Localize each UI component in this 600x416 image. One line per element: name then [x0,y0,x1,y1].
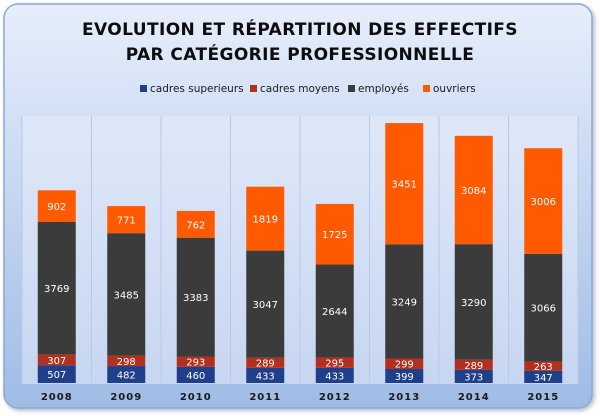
bar-cadres_moyens-2013 [385,358,424,369]
bar-employes-2012 [315,264,354,358]
bar-ouvriers-2015 [524,148,563,254]
data-label-employes-2013: 3249 [392,297,417,308]
bar-cadres_moyens-2008 [37,354,76,366]
legend-label-ouvriers: ouvriers [433,83,476,95]
bar-cadres_superieurs-2015 [524,370,563,383]
bar-cadres_moyens-2009 [107,355,146,367]
data-label-cadres_superieurs-2013: 399 [395,372,414,383]
x-tick-label-2012: 2012 [319,392,351,403]
data-label-employes-2009: 3485 [114,290,139,301]
bar-cadres_superieurs-2009 [107,366,146,383]
data-label-ouvriers-2013: 3451 [392,180,417,191]
x-tick-label-2010: 2010 [180,392,212,403]
data-label-cadres_superieurs-2012: 433 [325,371,344,382]
data-label-cadres_moyens-2009: 298 [117,357,136,368]
bar-cadres_moyens-2014 [454,359,493,370]
category-dividers [21,116,579,383]
x-tick-label-2008: 2008 [41,392,73,403]
legend-label-employes: employés [358,83,409,95]
data-label-ouvriers-2014: 3084 [461,186,486,197]
data-label-cadres_superieurs-2011: 433 [256,371,275,382]
data-label-ouvriers-2010: 762 [186,220,205,231]
chart-title-line2: PAR CATÉGORIE PROFESSIONNELLE [126,43,475,65]
bar-ouvriers-2013 [385,123,424,245]
data-label-cadres_moyens-2008: 307 [47,356,66,367]
bar-ouvriers-2009 [107,206,146,234]
data-label-cadres_moyens-2011: 289 [256,359,275,370]
data-label-cadres_moyens-2013: 299 [395,360,414,371]
bars-group: 5073073769902482298348577146029333837624… [37,123,563,384]
data-label-ouvriers-2011: 1819 [253,215,278,226]
x-tick-label-2015: 2015 [527,392,559,403]
bar-cadres_superieurs-2011 [246,367,285,383]
bar-cadres_moyens-2012 [315,357,354,368]
x-tick-label-2014: 2014 [458,392,490,403]
data-label-cadres_superieurs-2009: 482 [117,371,136,382]
legend-swatch-employes [348,85,355,92]
chart-title-line1: EVOLUTION ET RÉPARTITION DES EFFECTIFS [82,18,518,40]
data-label-employes-2011: 3047 [253,300,278,311]
data-label-cadres_superieurs-2008: 507 [47,370,66,381]
data-label-cadres_superieurs-2015: 347 [534,373,553,384]
data-label-ouvriers-2009: 771 [117,216,136,227]
data-label-ouvriers-2012: 1725 [322,230,347,241]
bar-employes-2013 [385,244,424,359]
bar-employes-2014 [454,244,493,360]
data-label-employes-2010: 3383 [183,293,208,304]
bar-ouvriers-2010 [176,210,215,238]
data-label-cadres_superieurs-2010: 460 [186,371,205,382]
data-label-employes-2008: 3769 [44,284,69,295]
data-label-employes-2012: 2644 [322,307,347,318]
bar-employes-2008 [37,221,76,355]
data-label-cadres_moyens-2014: 289 [464,361,483,372]
x-tick-label-2011: 2011 [249,392,281,403]
bar-ouvriers-2012 [315,203,354,265]
bar-ouvriers-2011 [246,186,285,251]
legend-label-cadres_moyens: cadres moyens [260,83,340,95]
bar-cadres_moyens-2011 [246,357,285,368]
bar-employes-2010 [176,237,215,357]
bar-cadres_superieurs-2013 [385,368,424,383]
data-label-ouvriers-2008: 902 [47,202,66,213]
legend-swatch-ouvriers [423,85,430,92]
legend: cadres superieurs cadres moyens employés ou… [140,83,476,95]
bar-employes-2015 [524,253,563,362]
bar-cadres_superieurs-2012 [315,367,354,383]
x-axis-ticks: 2008 2009 2010 2011 2012 2013 2014 2015 [41,392,559,403]
bar-cadres_moyens-2010 [176,356,215,367]
x-tick-label-2009: 2009 [110,392,142,403]
x-tick-label-2013: 2013 [388,392,420,403]
data-label-employes-2015: 3066 [531,304,556,315]
bar-ouvriers-2014 [454,135,493,245]
bar-cadres_superieurs-2014 [454,369,493,383]
data-label-cadres_moyens-2010: 293 [186,358,205,369]
data-label-employes-2014: 3290 [461,298,486,309]
data-label-cadres_superieurs-2014: 373 [464,372,483,383]
bar-cadres_superieurs-2010 [176,366,215,383]
bar-stack-2008: 507 307 3769 902 [37,190,76,383]
bar-cadres_superieurs-2008 [37,365,76,383]
bar-ouvriers-2008 [37,190,76,222]
legend-swatch-cadres_moyens [250,85,257,92]
data-label-ouvriers-2015: 3006 [531,197,556,208]
data-label-cadres_moyens-2012: 295 [325,359,344,370]
bar-stack-2009: 482 298 3485 771 [107,206,146,383]
bar-stack-2010: 460 293 3383 762 [176,210,215,383]
legend-label-cadres_superieurs: cadres superieurs [150,83,244,95]
bar-employes-2011 [246,250,285,358]
bar-cadres_moyens-2015 [524,361,563,371]
data-label-cadres_moyens-2015: 263 [534,362,553,373]
bar-employes-2009 [107,233,146,356]
legend-swatch-cadres_superieurs [140,85,147,92]
